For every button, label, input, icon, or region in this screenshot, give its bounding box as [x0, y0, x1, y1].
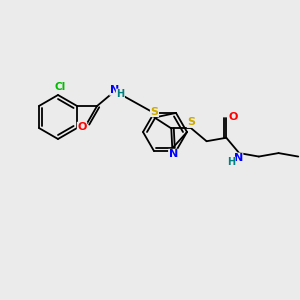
Text: S: S [151, 106, 158, 116]
Text: N: N [169, 149, 178, 159]
Text: N: N [233, 153, 243, 163]
Text: N: N [110, 85, 119, 95]
Text: O: O [229, 112, 238, 122]
Text: S: S [187, 117, 195, 128]
Text: Cl: Cl [54, 82, 66, 92]
Text: H: H [116, 89, 124, 99]
Text: H: H [227, 157, 235, 167]
Text: O: O [77, 122, 87, 132]
